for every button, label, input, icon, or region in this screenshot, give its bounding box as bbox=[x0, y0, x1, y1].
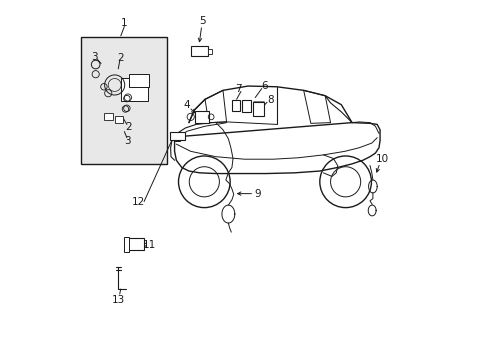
Text: 1: 1 bbox=[121, 18, 127, 28]
Bar bbox=[115, 116, 122, 123]
Bar bbox=[129, 74, 148, 87]
Text: 3: 3 bbox=[124, 136, 131, 146]
Bar bbox=[124, 237, 128, 252]
Bar bbox=[207, 49, 212, 54]
Bar bbox=[190, 46, 207, 56]
Bar bbox=[81, 37, 167, 164]
Text: 11: 11 bbox=[143, 240, 156, 250]
Bar bbox=[127, 238, 144, 250]
Bar bbox=[242, 100, 250, 112]
Text: 5: 5 bbox=[199, 17, 205, 27]
Bar bbox=[169, 132, 184, 140]
Text: 2: 2 bbox=[125, 122, 132, 132]
Text: 4: 4 bbox=[183, 100, 190, 110]
Text: 8: 8 bbox=[266, 95, 273, 105]
Bar bbox=[104, 113, 113, 120]
Bar bbox=[121, 78, 147, 101]
Text: 2: 2 bbox=[117, 53, 124, 63]
Text: 9: 9 bbox=[254, 189, 261, 199]
Bar bbox=[252, 102, 264, 116]
Text: 7: 7 bbox=[234, 84, 241, 94]
Bar bbox=[174, 137, 180, 141]
Text: 12: 12 bbox=[131, 197, 144, 207]
Bar bbox=[195, 111, 208, 123]
Text: 13: 13 bbox=[111, 295, 124, 305]
Bar bbox=[231, 100, 239, 111]
Text: 10: 10 bbox=[375, 154, 388, 164]
Text: 6: 6 bbox=[261, 81, 267, 91]
Text: 3: 3 bbox=[91, 52, 98, 62]
